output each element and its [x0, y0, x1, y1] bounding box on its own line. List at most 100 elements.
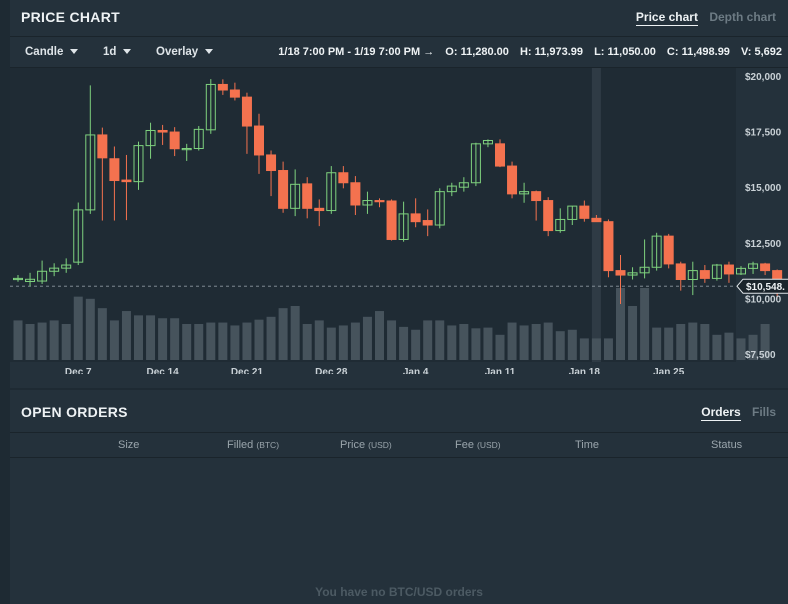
volume-bar — [591, 338, 601, 360]
candle-up — [193, 128, 204, 150]
volume-bar — [375, 311, 384, 360]
time-range: 1/18 7:00 PM - 1/19 7:00 PM → — [278, 46, 435, 58]
current-price-tag — [736, 278, 788, 294]
candle-down — [278, 170, 289, 209]
volume-bar — [435, 320, 445, 360]
volume-bar — [37, 322, 47, 360]
x-axis-tick-label: Dec 7 — [65, 367, 92, 374]
volume-bar — [640, 288, 650, 360]
candle-up — [555, 218, 566, 232]
candle-up — [711, 264, 722, 279]
plot-area — [10, 68, 736, 362]
candle-up — [458, 182, 469, 188]
x-axis-tick-label: Jan 25 — [653, 367, 685, 374]
candle-down — [507, 165, 518, 195]
col-fee: Fee (USD) — [455, 439, 501, 451]
candle-up — [49, 267, 60, 272]
candle-up — [181, 148, 192, 151]
volume-bar — [182, 324, 192, 360]
overlay-dropdown[interactable]: Overlay — [156, 46, 214, 58]
candle-up — [398, 213, 409, 240]
candle-up — [133, 145, 144, 183]
overlay-label: Overlay — [156, 46, 199, 58]
volume-bar — [495, 334, 505, 360]
candle-down — [157, 129, 168, 133]
candle-down — [591, 217, 602, 223]
x-axis-tick-label: Dec 14 — [146, 367, 179, 374]
volume-bar — [519, 325, 529, 360]
volume-bar — [254, 319, 264, 360]
candlestick-chart[interactable]: $20,000 $17,500 $15,000 $12,500 $10,000 $7,50… — [10, 68, 788, 374]
volume-bar — [567, 329, 577, 360]
volume-bar — [61, 324, 71, 360]
y-axis-tick-label: $10,000 — [745, 294, 782, 305]
candle-down — [169, 131, 180, 150]
volume-bar — [302, 324, 312, 360]
chevron-down-icon — [205, 49, 214, 54]
tab-orders[interactable]: Orders — [701, 405, 741, 421]
candle-down — [302, 183, 313, 209]
candle-down — [579, 205, 590, 219]
candle-up — [61, 264, 72, 269]
candle-up — [519, 191, 530, 195]
volume-bar — [290, 306, 300, 360]
tab-fills[interactable]: Fills — [751, 405, 776, 419]
open-orders-panel: OPEN ORDERS Orders Fills Size Filled (BT… — [10, 390, 788, 604]
volume-bar — [423, 320, 433, 360]
empty-orders-message: You have no BTC/USD orders — [315, 585, 483, 599]
candle-down — [217, 83, 228, 91]
high-value: 11,973.99 — [534, 46, 583, 58]
volume-bar — [109, 320, 119, 360]
chart-type-dropdown[interactable]: Candle — [25, 46, 79, 58]
tab-price-chart[interactable]: Price chart — [635, 10, 698, 26]
candle-up — [37, 270, 48, 282]
candle-down — [121, 179, 132, 183]
volume-bar — [664, 327, 674, 360]
candle-down — [422, 220, 433, 226]
col-price: Price (USD) — [340, 439, 392, 451]
volume-bar — [206, 322, 216, 360]
volume-bar — [447, 325, 457, 360]
interval-label: 1d — [103, 46, 117, 58]
candle-up — [470, 143, 481, 184]
candle-down — [675, 263, 686, 280]
x-axis-tick-label: Jan 18 — [569, 367, 601, 374]
y-axis-tick-label: $12,500 — [745, 239, 782, 250]
volume-bar — [170, 318, 180, 360]
candle-up — [205, 83, 216, 131]
open-value: 11,280.00 — [460, 46, 509, 58]
open-orders-header: OPEN ORDERS Orders Fills — [10, 390, 788, 433]
volume-bar — [134, 315, 143, 360]
candle-down — [350, 182, 361, 206]
y-axis-tick-label: $7,500 — [745, 350, 776, 361]
y-axis-tick-label: $20,000 — [745, 72, 782, 83]
candle-down — [97, 134, 108, 159]
candle-up — [326, 172, 337, 212]
volume-bar — [146, 315, 156, 360]
volume-bar — [338, 325, 348, 360]
volume-bar — [688, 322, 698, 360]
volume-bar — [616, 288, 625, 360]
volume-bar — [314, 320, 324, 360]
volume-bar — [13, 320, 23, 360]
chart-toolbar: Candle 1d Overlay 1/18 7:00 PM - 1/19 7:… — [10, 37, 788, 68]
candle-down — [109, 158, 120, 182]
candle-down — [386, 200, 397, 240]
volume-bar — [399, 326, 409, 360]
candle-up — [736, 267, 746, 275]
candle-down — [603, 221, 614, 272]
interval-dropdown[interactable]: 1d — [103, 46, 132, 58]
volume-bar — [483, 327, 493, 360]
candle-up — [13, 277, 23, 281]
volume-bar — [411, 329, 421, 360]
orders-column-headers: Size Filled (BTC) Price (USD) Fee (USD) … — [10, 433, 788, 458]
volume-bar — [712, 334, 722, 360]
tab-depth-chart[interactable]: Depth chart — [709, 10, 776, 24]
close-value: 11,498.99 — [681, 46, 730, 58]
volume-bar — [278, 308, 288, 360]
volume-value: 5,692 — [754, 46, 782, 58]
candle-down — [543, 200, 554, 232]
low-value: 11,050.00 — [607, 46, 656, 58]
price-chart-panel: PRICE CHART Price chart Depth chart Cand… — [10, 0, 788, 388]
col-fee-label: Fee — [455, 439, 474, 451]
